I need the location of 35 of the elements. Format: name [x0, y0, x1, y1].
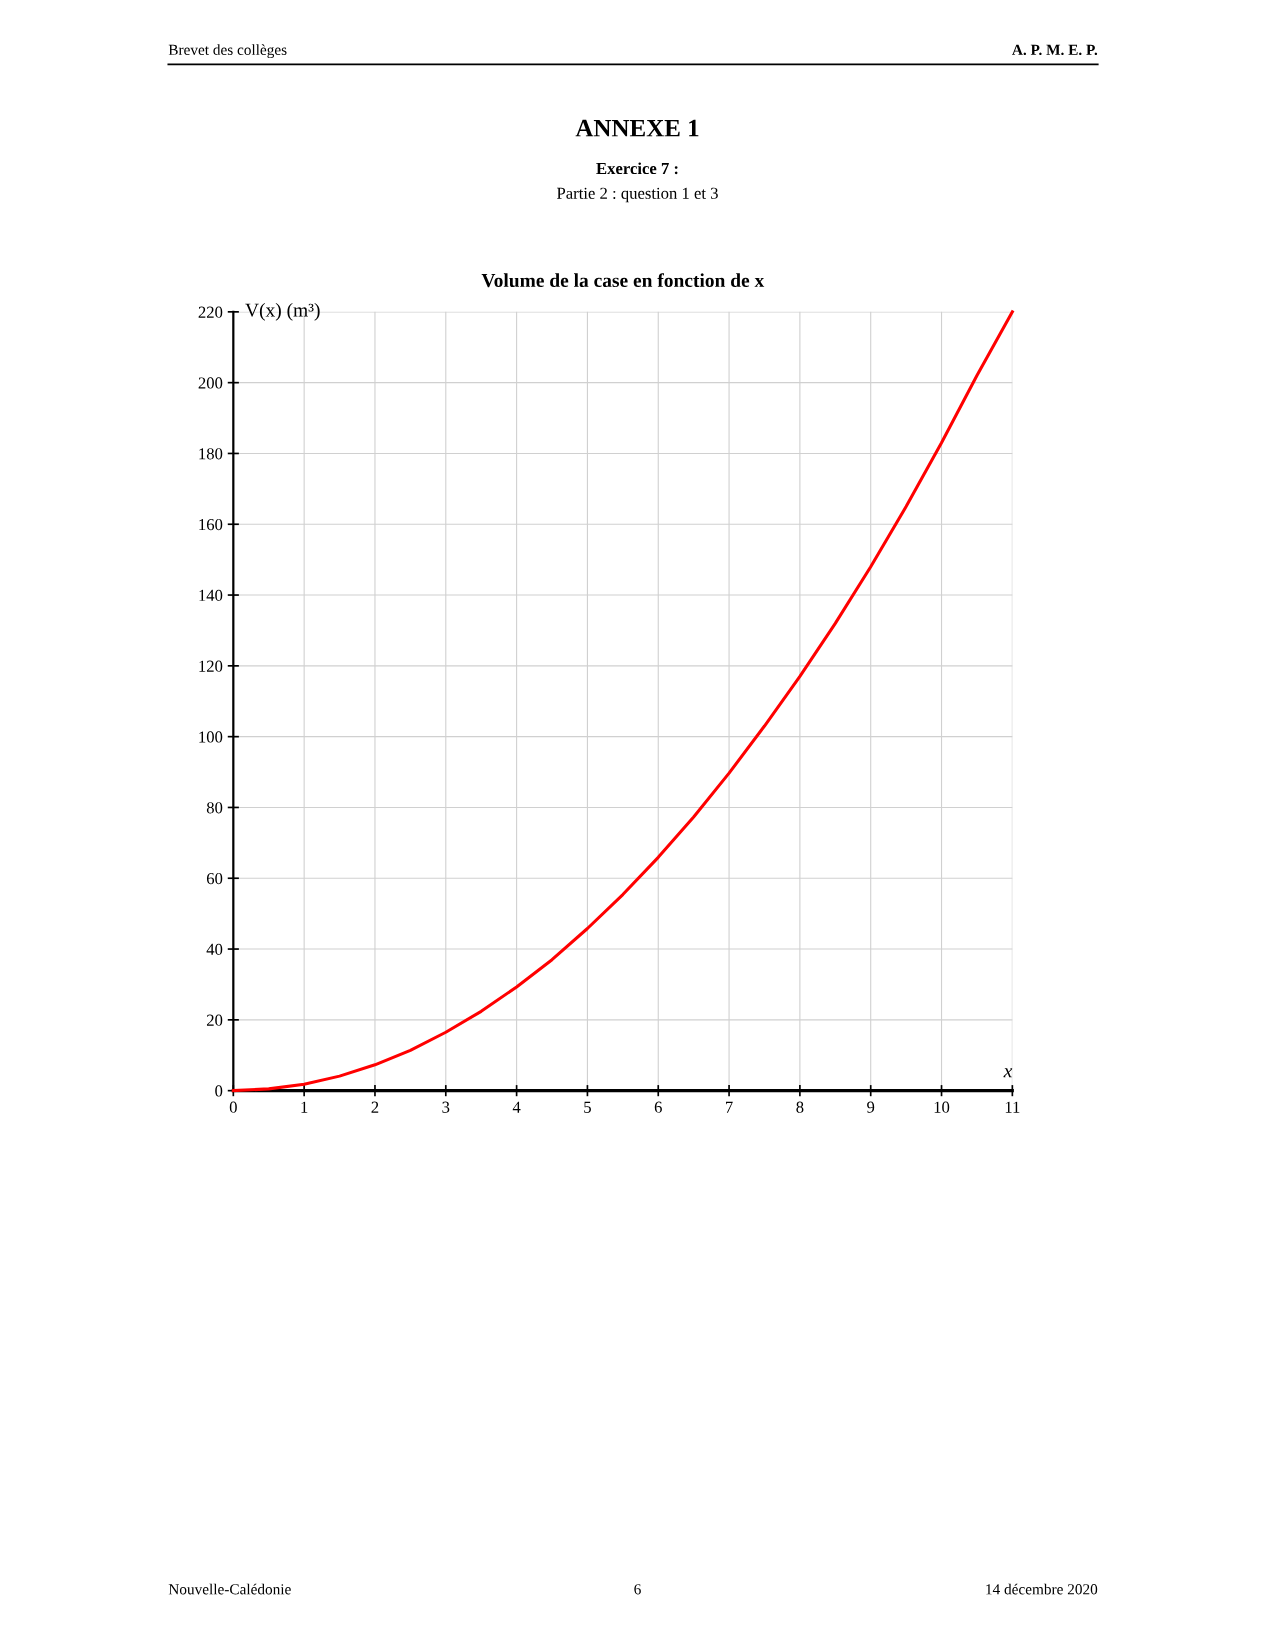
y-tick-label: 60 — [206, 872, 223, 885]
x-tick-label: 2 — [371, 1101, 379, 1113]
y-tick-label: 40 — [206, 943, 223, 955]
text: ANNEXE 1 — [575, 119, 699, 137]
y-tick-label: 120 — [199, 660, 223, 672]
chart-title: Volume de la case en fonction de x — [481, 273, 765, 288]
y-tick-label: 20 — [206, 1014, 223, 1026]
x-tick-label: 4 — [512, 1101, 521, 1113]
text: 14 décembre 2020 — [986, 1583, 1098, 1595]
text: Exercice 7 : — [596, 162, 678, 175]
x-tick-label: 10 — [934, 1101, 950, 1113]
y-axis-title: V(x) (m³) — [245, 303, 320, 321]
x-tick-label: 11 — [1005, 1101, 1020, 1113]
y-tick-label: 200 — [198, 377, 223, 389]
y-tick-label: 100 — [199, 731, 223, 743]
y-tick-label: 220 — [198, 306, 223, 318]
x-axis-title: x — [1003, 1068, 1013, 1078]
y-tick-label: 80 — [206, 802, 223, 814]
text: Brevet des collèges — [168, 44, 287, 59]
y-tick-label: 180 — [199, 448, 223, 460]
x-tick-label: 7 — [726, 1101, 733, 1113]
x-tick-label: 8 — [796, 1101, 804, 1113]
y-tick-label: 160 — [199, 518, 223, 531]
y-tick-label: 140 — [199, 589, 223, 601]
text: 6 — [634, 1584, 641, 1595]
x-tick-label: 1 — [301, 1101, 308, 1113]
x-tick-label: 6 — [654, 1101, 662, 1113]
y-tick-label: 0 — [215, 1085, 223, 1097]
x-tick-label: 0 — [229, 1101, 237, 1113]
text: A. P. M. E. P. — [1012, 44, 1098, 56]
text: Partie 2 : question 1 et 3 — [556, 187, 718, 203]
x-tick-label: 3 — [442, 1101, 450, 1113]
text: Nouvelle-Calédonie — [168, 1583, 291, 1595]
x-tick-label: 9 — [867, 1101, 875, 1113]
x-tick-label: 5 — [584, 1101, 591, 1113]
